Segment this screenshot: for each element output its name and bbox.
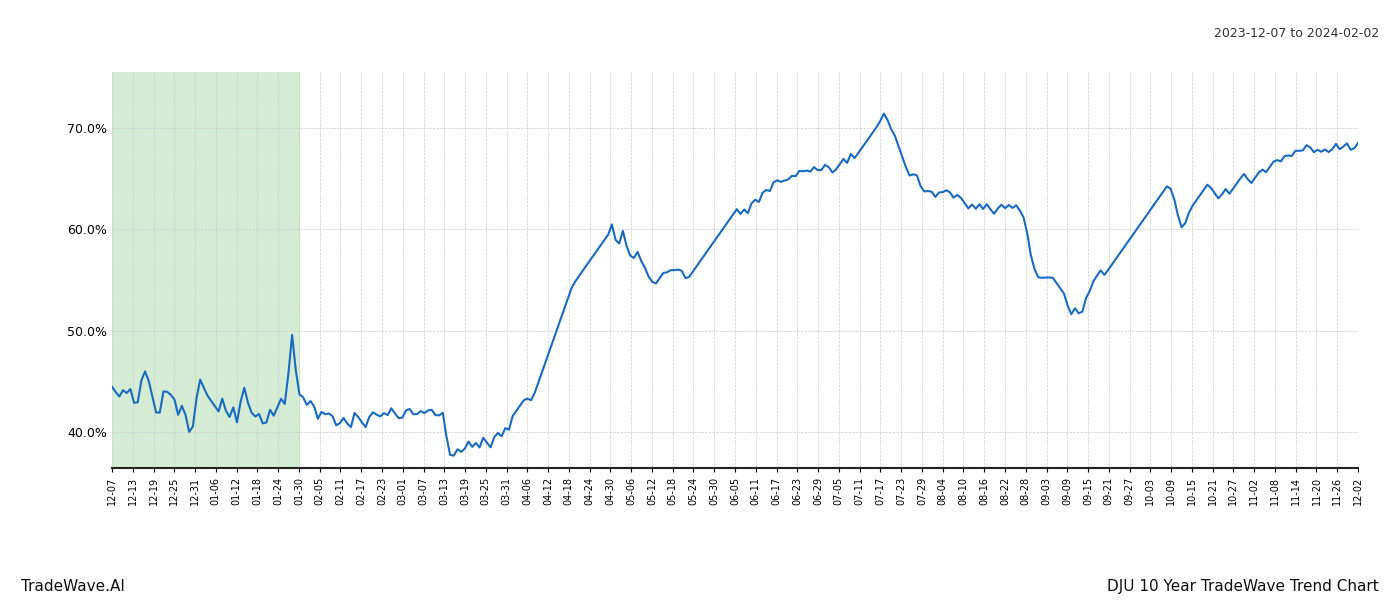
Bar (112, 72, 300, 468)
Text: DJU 10 Year TradeWave Trend Chart: DJU 10 Year TradeWave Trend Chart (1107, 579, 1379, 594)
Text: 2023-12-07 to 2024-02-02: 2023-12-07 to 2024-02-02 (1214, 27, 1379, 40)
Text: TradeWave.AI: TradeWave.AI (21, 579, 125, 594)
